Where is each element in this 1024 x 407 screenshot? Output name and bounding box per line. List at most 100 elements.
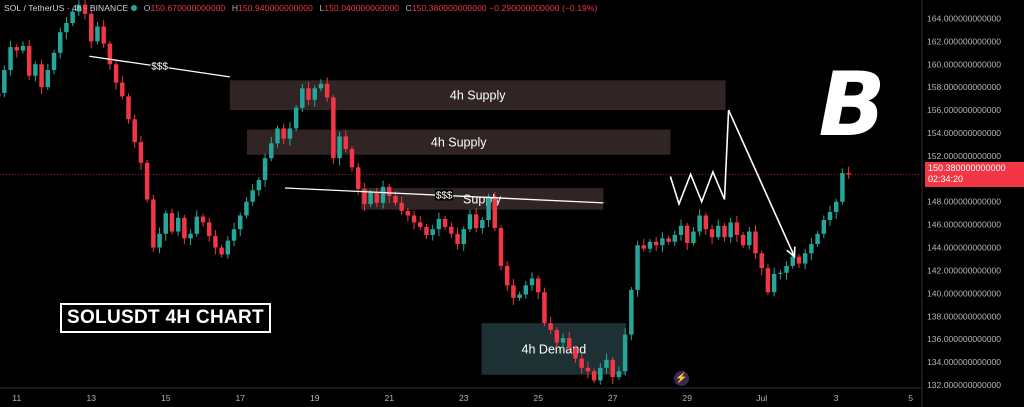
candle-up <box>660 238 665 246</box>
candle-up <box>840 173 845 202</box>
candle-up <box>51 52 57 70</box>
price-tick-label: 134.000000000000 <box>927 357 1001 367</box>
time-tick-label: 11 <box>12 393 21 403</box>
candle-up <box>616 371 622 377</box>
candle-up <box>716 225 721 238</box>
candle-down <box>374 192 380 203</box>
candle-down <box>169 213 175 232</box>
candle-up <box>635 245 640 290</box>
candle-down <box>610 359 615 377</box>
candle-up <box>697 215 702 232</box>
candle-down <box>579 358 584 368</box>
candle-down <box>200 216 206 223</box>
candle-up <box>827 212 833 221</box>
candle-up <box>815 233 820 245</box>
low-label: L <box>319 3 325 13</box>
candle-up <box>523 285 529 295</box>
supply-zone <box>360 187 604 210</box>
candle-down <box>343 136 349 150</box>
logo: B <box>818 53 885 156</box>
candle-down <box>393 196 398 203</box>
candle-up <box>188 233 193 239</box>
candle-up <box>430 229 435 235</box>
candle-down <box>591 371 597 381</box>
candle-up <box>194 216 200 234</box>
candle-up <box>163 213 168 234</box>
candle-down <box>567 338 572 349</box>
candle-up <box>256 179 262 191</box>
high-value: 150.940000000000 <box>238 3 313 13</box>
demand-zone <box>481 323 627 375</box>
candle-down <box>144 162 150 200</box>
candle-down <box>722 225 727 238</box>
candle-up <box>312 88 317 100</box>
candle-down <box>759 253 764 269</box>
price-tick-label: 164.000000000000 <box>927 13 1001 23</box>
candle-down <box>399 202 404 211</box>
candle-up <box>2 70 7 93</box>
change-value: −0.290000000000 (−0.19%) <box>489 3 598 13</box>
candle-down <box>331 97 336 159</box>
candle-down <box>206 222 212 237</box>
time-axis: 11 13 15 17 19 21 23 25 27 29 Jul 3 5 <box>0 387 922 403</box>
candle-down <box>535 278 541 293</box>
price-axis: 132.000000000000 134.000000000000 136.0000… <box>921 0 1001 407</box>
candle-up <box>76 4 82 12</box>
candle-down <box>641 245 646 249</box>
liquidity-label-bg <box>435 189 454 201</box>
time-tick-label: 15 <box>161 393 171 403</box>
candle-up <box>833 201 839 213</box>
price-tick-label: 156.000000000000 <box>927 105 1001 115</box>
candle-down <box>504 265 510 286</box>
projection-arrowhead <box>786 246 796 259</box>
lightning-icon[interactable]: ⚡ <box>674 371 689 386</box>
candle-down <box>542 292 547 324</box>
candle-up <box>70 11 75 24</box>
candle-up <box>747 231 752 246</box>
candle-up <box>225 240 231 255</box>
candle-up <box>262 158 268 180</box>
time-tick-label: 27 <box>608 393 618 403</box>
candle-down <box>846 173 851 175</box>
candle-up <box>368 192 373 205</box>
close-value: 150.380000000000 <box>411 3 487 13</box>
time-tick-label: 21 <box>384 393 394 403</box>
candle-up <box>57 32 63 53</box>
candle-down <box>573 348 578 359</box>
price-tick-label: 138.000000000000 <box>927 311 1001 321</box>
price-tick-label: 140.000000000000 <box>927 288 1001 298</box>
candle-up <box>622 334 628 372</box>
logo-letter: B <box>818 53 885 156</box>
supply-zone-label: 4h Supply <box>431 136 487 150</box>
supply-zone-label: 4h Supply <box>450 89 506 103</box>
candle-down <box>324 83 330 98</box>
candle-up <box>8 47 13 70</box>
market-status-icon <box>131 5 138 11</box>
candle-down <box>82 4 88 14</box>
candle-down <box>362 189 367 205</box>
candle-down <box>387 186 392 196</box>
candle-down <box>492 198 498 229</box>
candle-down <box>132 119 137 143</box>
candle-down <box>306 88 311 100</box>
candle-up <box>244 201 249 216</box>
candle-up <box>678 225 684 235</box>
price-tick-label: 142.000000000000 <box>927 265 1001 275</box>
candle-down <box>473 214 479 229</box>
candle-up <box>293 107 299 129</box>
candle-down <box>151 199 156 248</box>
candle-down <box>753 231 758 254</box>
candle-down <box>666 238 671 242</box>
candle-up <box>467 214 473 230</box>
bar-countdown: 02:34:20 <box>928 174 964 184</box>
price-tick-label: 146.000000000000 <box>927 220 1001 230</box>
candle-down <box>107 43 113 65</box>
candle-up <box>529 278 535 286</box>
candle-down <box>411 215 417 223</box>
open-label: O <box>143 3 151 13</box>
candle-up <box>318 83 324 89</box>
candle-up <box>778 272 783 274</box>
supply-zone <box>246 129 671 155</box>
price-tick-label: 144.000000000000 <box>927 243 1001 253</box>
